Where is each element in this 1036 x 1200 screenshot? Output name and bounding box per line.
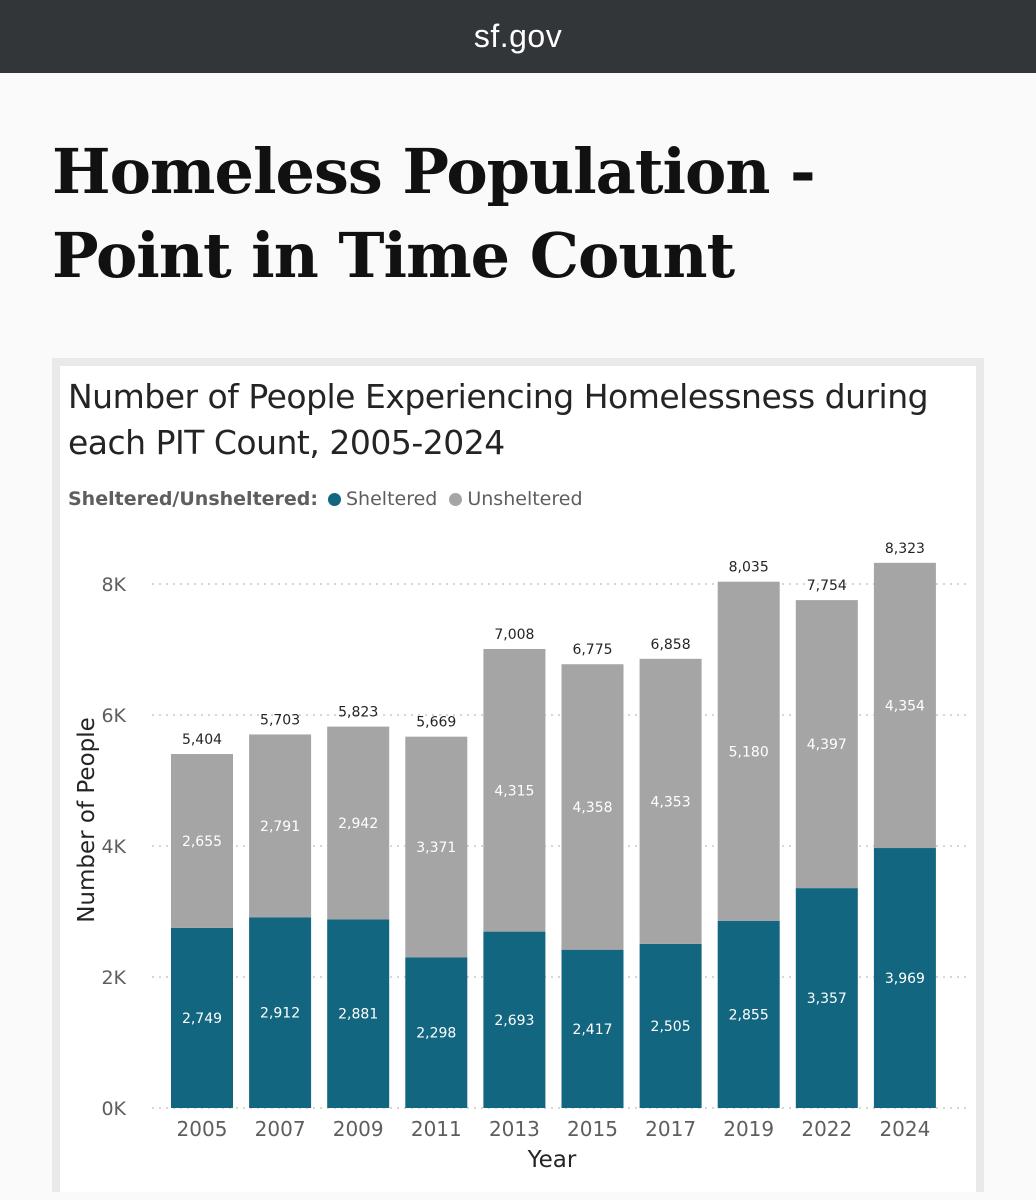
- data-label-sheltered: 2,749: [182, 1011, 222, 1027]
- bar-sheltered[interactable]: [639, 943, 702, 1108]
- bars: 2,749 2,655 5,404 2,912 2,791 5,703 2,881 2,942…: [171, 541, 936, 1108]
- bar-unsheltered[interactable]: [639, 658, 702, 944]
- data-label-total: 7,754: [807, 578, 847, 594]
- bar-sheltered[interactable]: [249, 917, 312, 1108]
- chart-legend: Sheltered/Unsheltered: Sheltered Unshelt…: [68, 486, 595, 512]
- data-label-sheltered: 2,298: [416, 1026, 456, 1042]
- bar-sheltered[interactable]: [561, 949, 624, 1108]
- bar-sheltered[interactable]: [795, 888, 858, 1108]
- data-label-unsheltered: 4,397: [807, 737, 847, 753]
- data-label-sheltered: 2,855: [729, 1007, 769, 1023]
- legend-title: Sheltered/Unsheltered:: [68, 488, 318, 510]
- data-label-sheltered: 3,357: [807, 991, 847, 1007]
- data-label-total: 5,404: [182, 732, 222, 748]
- data-label-total: 5,823: [338, 705, 378, 721]
- data-label-sheltered: 2,417: [572, 1022, 612, 1038]
- data-label-sheltered: 2,881: [338, 1007, 378, 1023]
- bar-sheltered[interactable]: [405, 957, 468, 1108]
- bar-sheltered[interactable]: [171, 927, 233, 1108]
- bar-group-2011[interactable]: 2,298 3,371 5,669: [405, 715, 468, 1108]
- bar-sheltered[interactable]: [327, 919, 390, 1108]
- data-label-unsheltered: 4,315: [494, 783, 534, 799]
- x-tick-label: 2019: [723, 1117, 774, 1141]
- x-tick-label: 2005: [177, 1117, 228, 1141]
- data-label-unsheltered: 2,791: [260, 819, 300, 835]
- bar-unsheltered[interactable]: [327, 726, 390, 920]
- legend-unsheltered-dot: [449, 492, 463, 506]
- y-tick-label: 6K: [101, 705, 126, 727]
- chart-title: Number of People Experiencing Homelessne…: [68, 377, 929, 462]
- bar-group-2007[interactable]: 2,912 2,791 5,703: [249, 712, 312, 1108]
- bar-group-2019[interactable]: 2,855 5,180 8,035: [717, 560, 780, 1108]
- data-label-unsheltered: 4,354: [885, 698, 925, 714]
- x-tick-label: 2022: [801, 1117, 852, 1141]
- x-tick-label: 2017: [645, 1117, 696, 1141]
- y-axis-label: Number of People: [74, 717, 100, 923]
- bar-group-2005[interactable]: 2,749 2,655 5,404: [171, 732, 233, 1108]
- y-tick-label: 0K: [101, 1098, 126, 1120]
- data-label-sheltered: 2,505: [651, 1019, 691, 1035]
- bar-unsheltered[interactable]: [249, 734, 312, 918]
- x-axis-label: Year: [527, 1147, 577, 1173]
- bar-group-2009[interactable]: 2,881 2,942 5,823: [327, 705, 390, 1108]
- browser-address-bar[interactable]: sf.gov: [0, 0, 1036, 73]
- legend-unsheltered-label: Unsheltered: [467, 488, 583, 510]
- data-label-total: 5,703: [260, 712, 300, 728]
- data-label-unsheltered: 3,371: [416, 840, 456, 856]
- data-label-total: 8,035: [729, 560, 769, 576]
- bar-group-2022[interactable]: 3,357 4,397 7,754: [795, 578, 858, 1108]
- data-label-unsheltered: 2,655: [182, 834, 222, 850]
- x-tick-label: 2013: [489, 1117, 540, 1141]
- data-label-sheltered: 2,693: [494, 1013, 534, 1029]
- bar-unsheltered[interactable]: [561, 664, 624, 950]
- bar-group-2015[interactable]: 2,417 4,358 6,775: [561, 642, 624, 1108]
- data-label-total: 8,323: [885, 541, 925, 557]
- data-label-sheltered: 3,969: [885, 971, 925, 987]
- y-axis-ticks: 0K 2K 4K 6K 8K: [101, 574, 126, 1120]
- y-tick-label: 4K: [101, 836, 126, 858]
- url-text: sf.gov: [473, 18, 563, 54]
- y-tick-label: 8K: [101, 574, 126, 596]
- bar-sheltered[interactable]: [717, 920, 780, 1108]
- legend-item-sheltered[interactable]: Sheltered: [328, 488, 437, 510]
- x-tick-label: 2024: [879, 1117, 930, 1141]
- bar-unsheltered[interactable]: [795, 600, 858, 889]
- data-label-unsheltered: 4,358: [572, 800, 612, 816]
- legend-sheltered-label: Sheltered: [346, 488, 438, 510]
- bar-unsheltered[interactable]: [405, 736, 468, 958]
- data-label-total: 7,008: [494, 627, 534, 643]
- bar-unsheltered[interactable]: [483, 648, 546, 932]
- page-title: Homeless Population - Point in Time Coun…: [52, 135, 816, 292]
- bar-unsheltered[interactable]: [171, 754, 233, 928]
- x-tick-label: 2015: [567, 1117, 618, 1141]
- data-label-sheltered: 2,912: [260, 1006, 300, 1022]
- stacked-bar-chart: 0K 2K 4K 6K 8K 2,749 2,655 5,404 2,912 2,791 5,70…: [74, 541, 970, 1173]
- bar-unsheltered[interactable]: [717, 581, 780, 921]
- data-label-total: 6,775: [572, 642, 612, 658]
- data-label-unsheltered: 4,353: [651, 794, 691, 810]
- legend-item-unsheltered[interactable]: Unsheltered: [449, 488, 583, 510]
- data-label-unsheltered: 5,180: [729, 744, 769, 760]
- bar-sheltered[interactable]: [873, 848, 936, 1108]
- x-tick-label: 2011: [411, 1117, 462, 1141]
- y-tick-label: 2K: [101, 967, 126, 989]
- bar-sheltered[interactable]: [483, 931, 546, 1108]
- bar-group-2013[interactable]: 2,693 4,315 7,008: [483, 627, 546, 1108]
- data-label-unsheltered: 2,942: [338, 816, 378, 832]
- data-label-total: 6,858: [651, 637, 691, 653]
- bar-unsheltered[interactable]: [873, 562, 936, 849]
- bar-group-2017[interactable]: 2,505 4,353 6,858: [639, 637, 702, 1108]
- x-tick-label: 2009: [333, 1117, 384, 1141]
- data-label-total: 5,669: [416, 715, 456, 731]
- legend-sheltered-dot: [328, 492, 341, 506]
- x-axis-ticks: 2005 2007 2009 2011 2013 2015 2017 2019 2022 2024: [177, 1117, 931, 1141]
- x-tick-label: 2007: [255, 1117, 306, 1141]
- bar-group-2024[interactable]: 3,969 4,354 8,323: [873, 541, 936, 1108]
